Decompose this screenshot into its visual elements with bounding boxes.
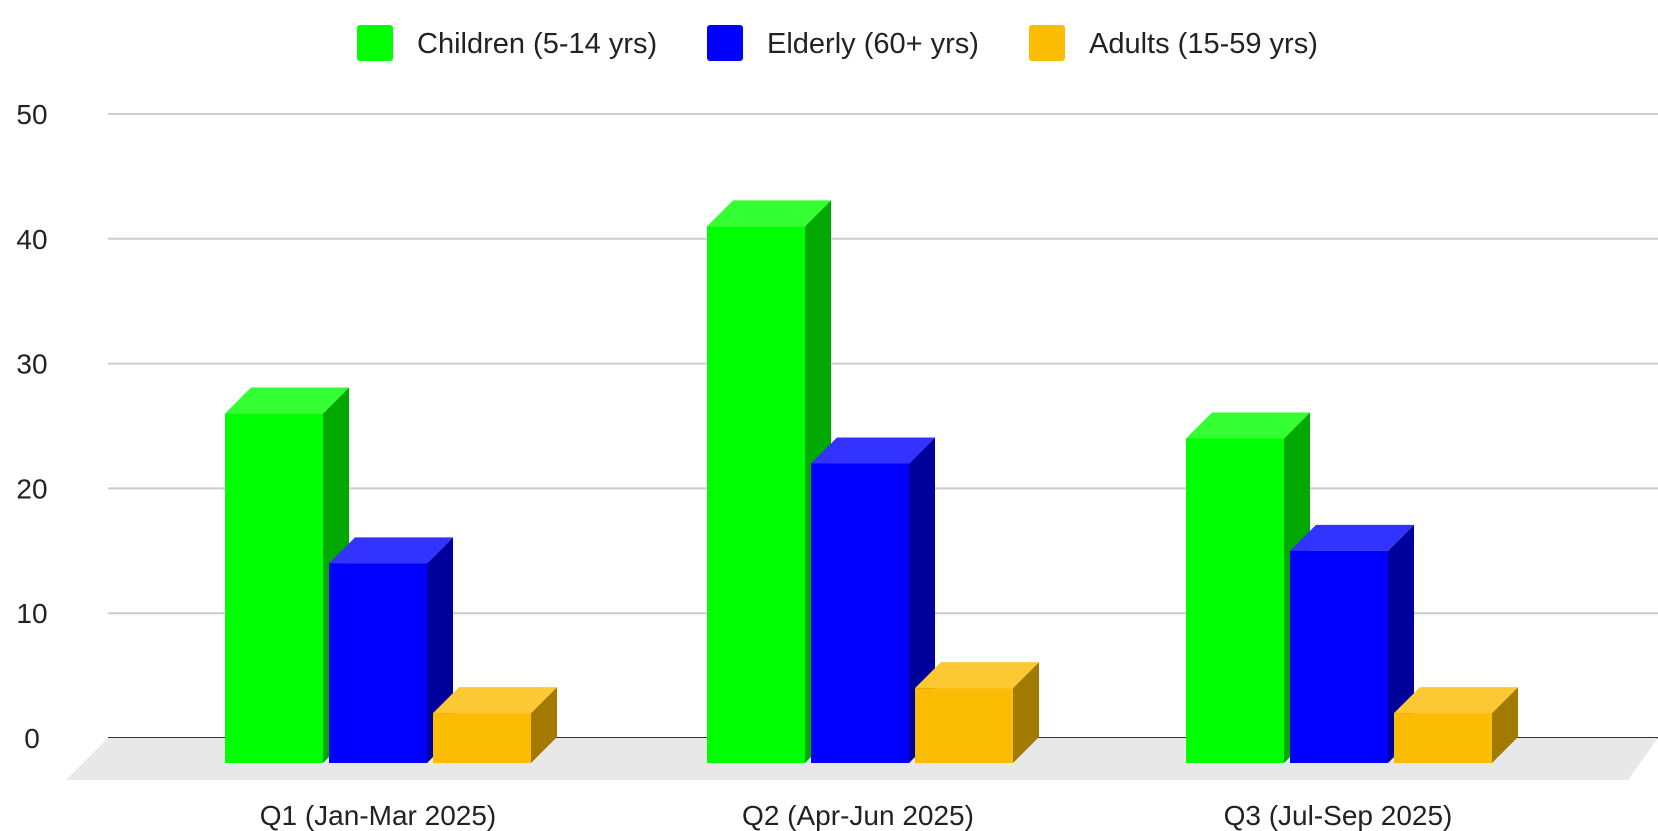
bar-front xyxy=(1394,713,1492,763)
legend-swatch xyxy=(707,25,743,61)
legend-label: Adults (15-59 yrs) xyxy=(1089,28,1318,60)
bar-front xyxy=(811,463,909,763)
x-axis-ticks: Q1 (Jan-Mar 2025) Q2 (Apr-Jun 2025) Q3 (Ju… xyxy=(260,800,1453,831)
bar-front xyxy=(433,713,531,763)
legend: Children (5-14 yrs) Elderly (60+ yrs) Adul… xyxy=(357,25,1318,61)
bar-top xyxy=(707,200,831,227)
bar-side xyxy=(1013,662,1039,763)
bar-top xyxy=(1290,524,1414,551)
y-axis-ticks: 0 10 20 30 40 50 xyxy=(16,99,47,754)
bar-front xyxy=(915,688,1013,763)
legend-label: Children (5-14 yrs) xyxy=(417,28,657,60)
legend-label: Elderly (60+ yrs) xyxy=(767,28,979,60)
x-tick-label: Q2 (Apr-Jun 2025) xyxy=(742,800,974,831)
bar-front xyxy=(1186,438,1284,763)
y-tick-label: 40 xyxy=(16,224,47,255)
legend-item: Adults (15-59 yrs) xyxy=(1029,25,1318,61)
bar-front xyxy=(707,226,805,764)
bar-side xyxy=(531,687,557,763)
bar-side xyxy=(1492,687,1518,763)
legend-item: Children (5-14 yrs) xyxy=(357,25,657,61)
bar-front xyxy=(1290,550,1388,763)
bar xyxy=(1394,687,1518,763)
bar xyxy=(433,687,557,763)
legend-item: Elderly (60+ yrs) xyxy=(707,25,979,61)
bar-top xyxy=(1186,412,1310,439)
y-tick-label: 50 xyxy=(16,99,47,130)
y-tick-label: 30 xyxy=(16,349,47,380)
bar-front xyxy=(329,563,427,763)
bar xyxy=(225,387,349,763)
legend-swatch xyxy=(357,25,393,61)
bar-top xyxy=(329,537,453,564)
y-tick-label: 20 xyxy=(16,473,47,504)
bar-top xyxy=(433,687,557,714)
bar-top xyxy=(811,437,935,464)
bar xyxy=(811,437,935,763)
bar-front xyxy=(225,413,323,763)
x-tick-label: Q1 (Jan-Mar 2025) xyxy=(260,800,497,831)
x-tick-label: Q3 (Jul-Sep 2025) xyxy=(1224,800,1453,831)
bars xyxy=(225,200,1518,764)
bar-top xyxy=(1394,687,1518,714)
y-tick-label: 0 xyxy=(24,723,40,754)
y-tick-label: 10 xyxy=(16,598,47,629)
bar-top xyxy=(225,387,349,414)
bar-top xyxy=(915,662,1039,689)
bar xyxy=(915,662,1039,763)
legend-swatch xyxy=(1029,25,1065,61)
